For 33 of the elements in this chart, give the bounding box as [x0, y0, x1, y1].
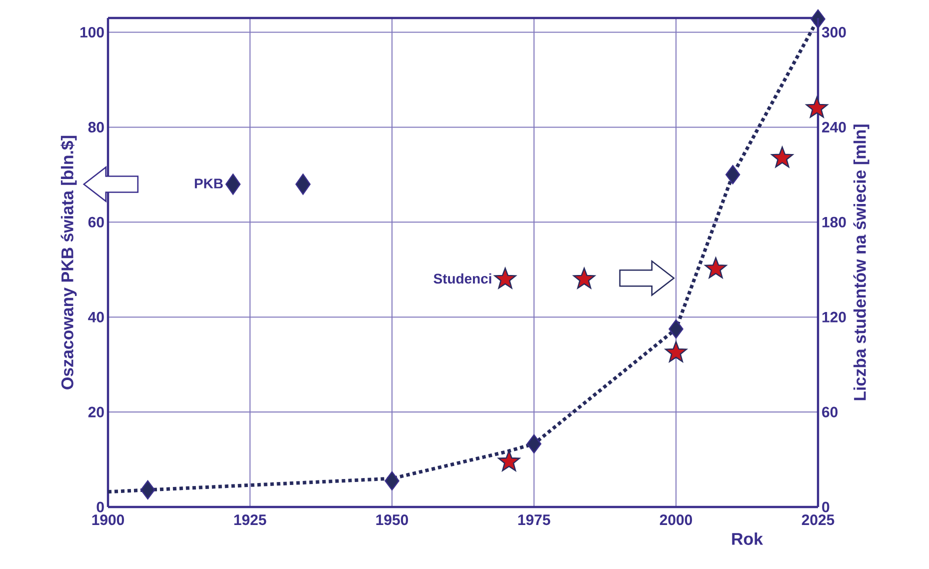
y2-tick-label: 300	[822, 26, 846, 38]
point	[771, 146, 794, 168]
y-tick-label: 100	[80, 26, 104, 38]
y2-tick-label: 0	[822, 502, 830, 512]
x-tick-label: 2000	[660, 514, 692, 526]
x-tick-label: 2025	[802, 514, 834, 526]
y-tick-label: 60	[88, 216, 104, 228]
point	[704, 257, 727, 278]
legend-label: Studenci	[434, 273, 492, 284]
y2-tick-label: 240	[822, 122, 846, 132]
point	[725, 165, 740, 184]
y-tick-label: 80	[88, 122, 104, 132]
point	[526, 434, 542, 454]
y2-tick-label: 180	[822, 216, 846, 228]
y-tick-label: 0	[96, 502, 104, 512]
point	[498, 450, 520, 472]
x-tick-label: 1975	[518, 514, 550, 526]
point	[668, 319, 684, 339]
y-tick-label: 40	[88, 312, 104, 322]
y2-tick-label: 120	[822, 312, 846, 322]
point	[384, 471, 400, 490]
x-tick-label: 1950	[376, 514, 408, 526]
x-axis-title: Rok	[732, 532, 764, 545]
y2-tick-label: 60	[822, 406, 838, 418]
x-tick-label: 1925	[234, 514, 266, 526]
point	[664, 341, 688, 362]
y2-axis-title: Liczba studentów na świecie [mln]	[853, 124, 870, 400]
x-tick-label: 1900	[92, 514, 124, 526]
point	[140, 480, 156, 500]
y-axis-title: Oszacowany PKB świata [bln.$]	[60, 136, 77, 390]
point	[806, 96, 828, 118]
y-tick-label: 20	[88, 406, 104, 418]
legend-label: PKB	[194, 178, 223, 188]
